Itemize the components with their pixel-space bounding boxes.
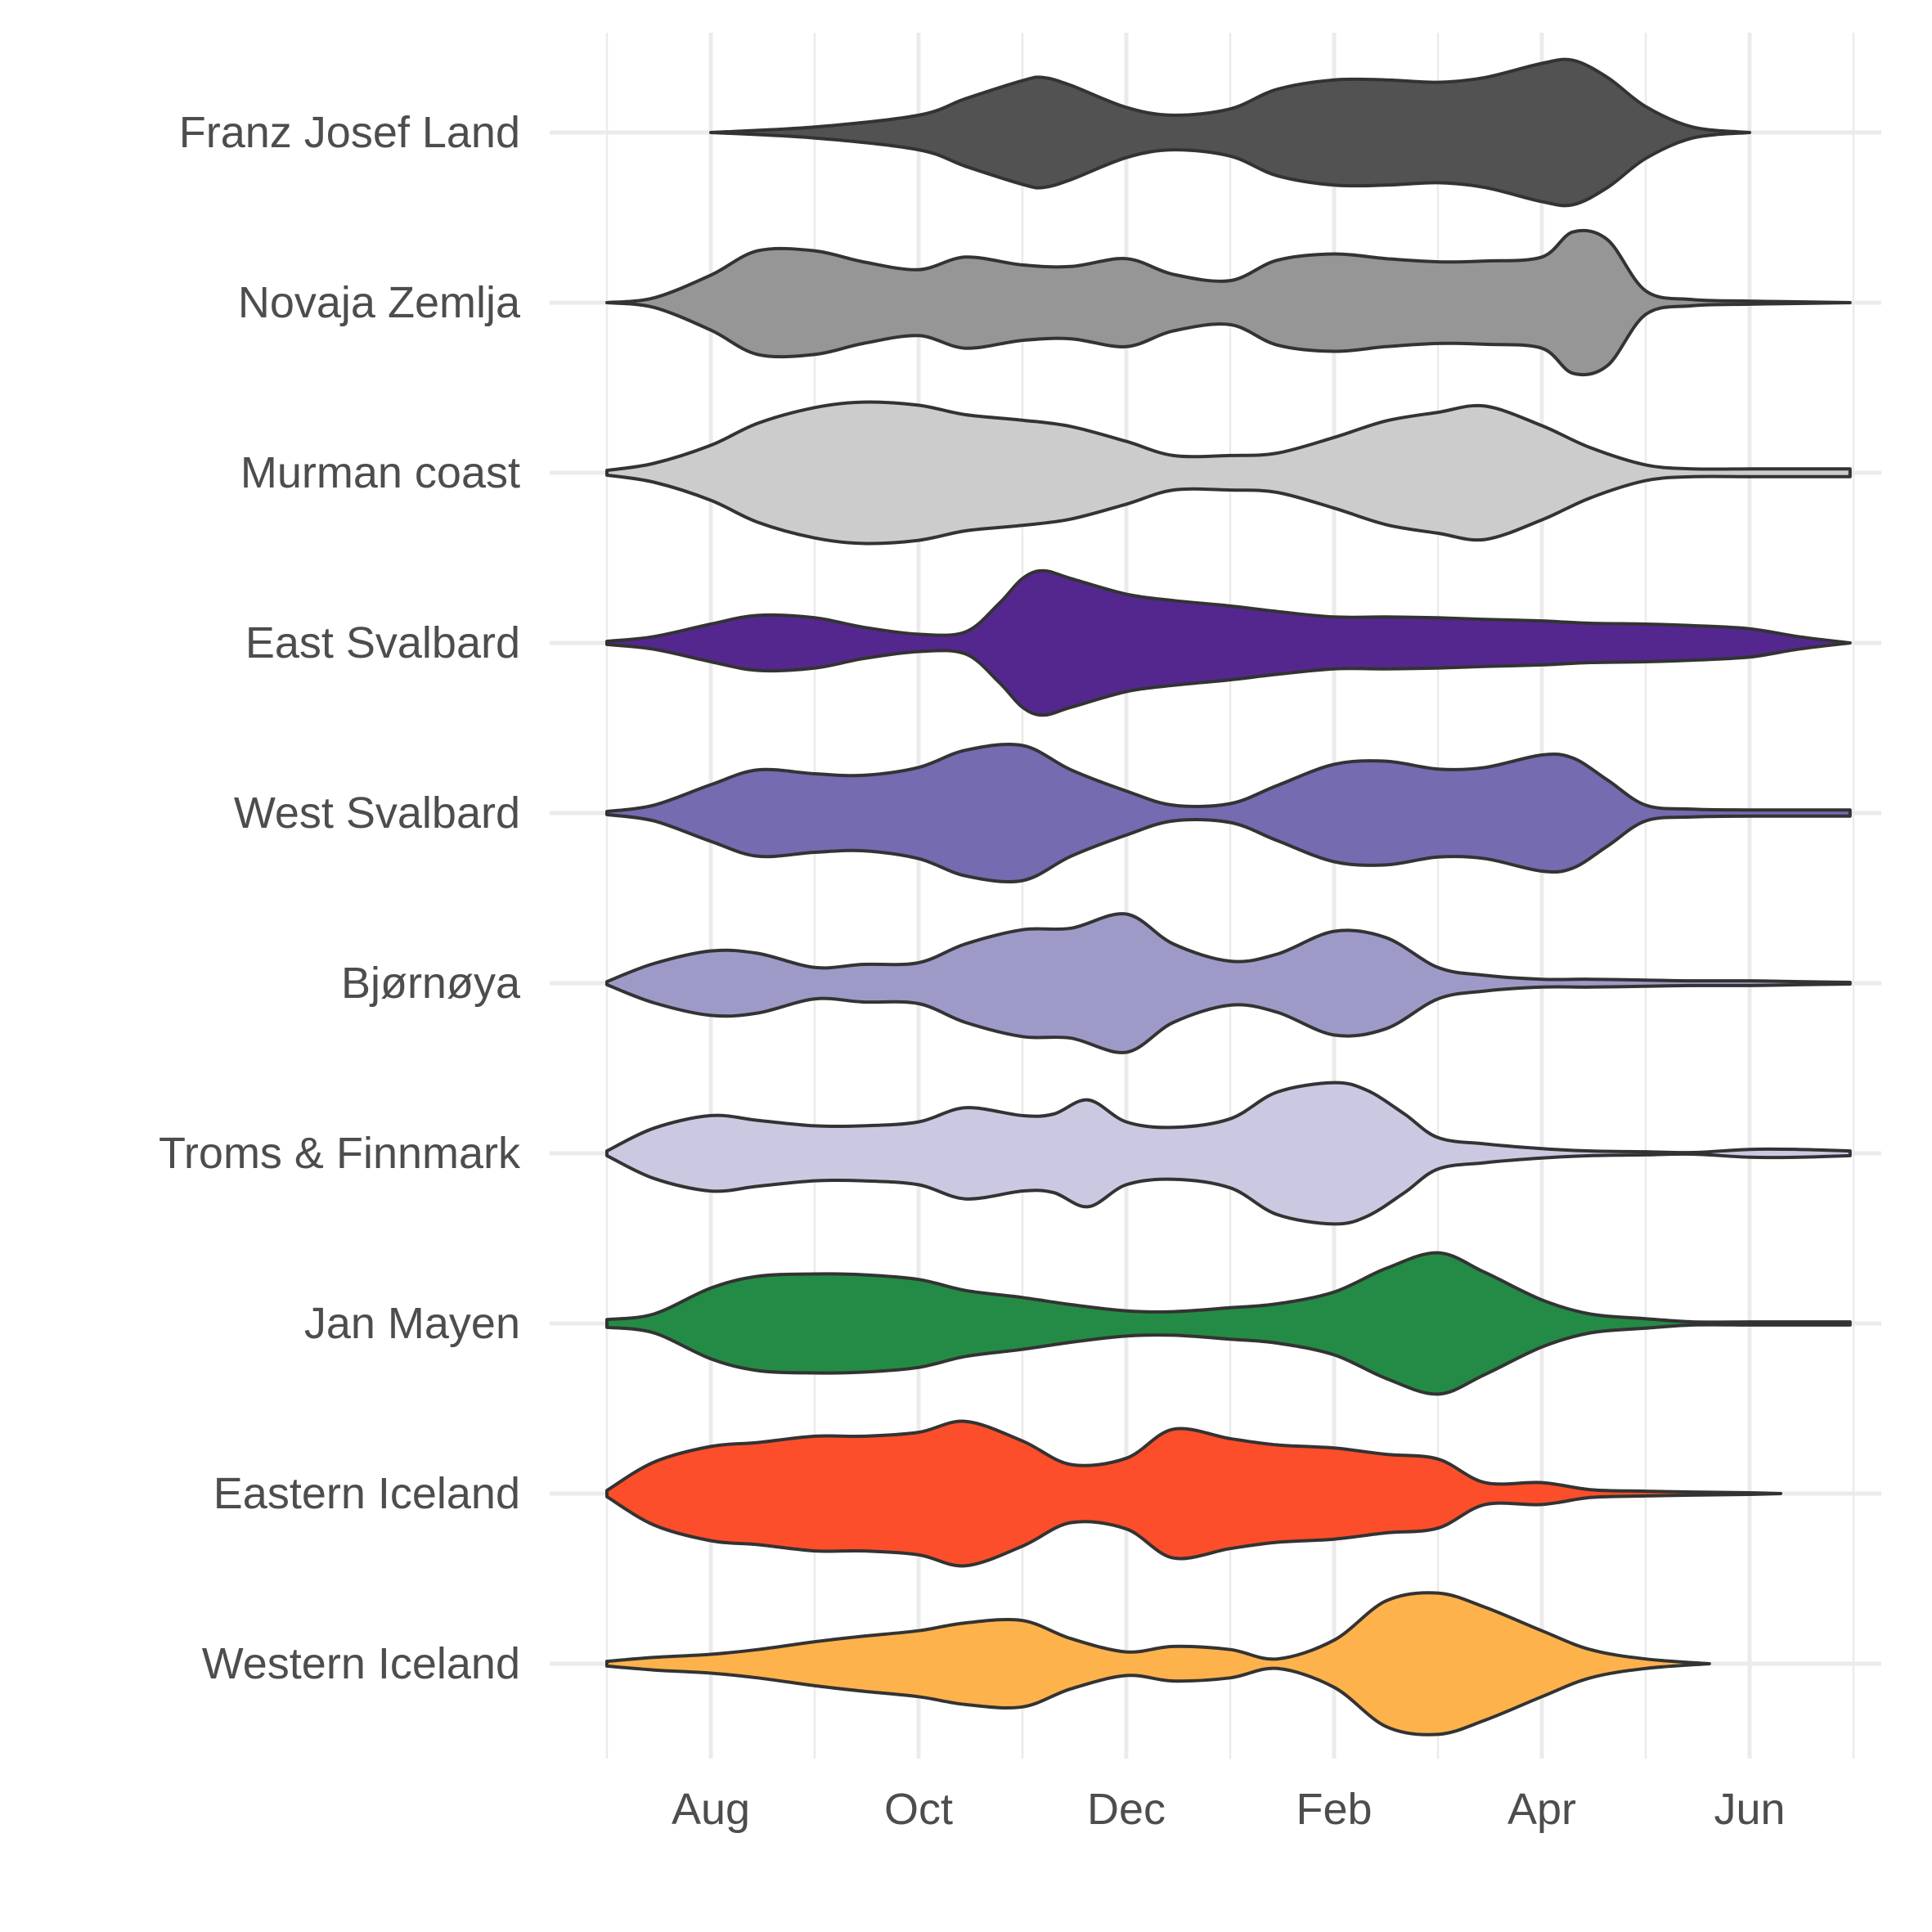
violin-franz-josef-land	[709, 57, 1751, 208]
y-tick-label: East Svalbard	[245, 618, 520, 667]
x-tick-label: Dec	[1087, 1785, 1166, 1834]
violins	[605, 57, 1852, 1737]
x-tick-label: Aug	[672, 1785, 750, 1834]
violin-east-svalbard	[605, 568, 1852, 717]
violin-eastern-iceland	[605, 1419, 1783, 1568]
violin-jan-mayen	[605, 1251, 1852, 1396]
violin-western-iceland	[605, 1591, 1711, 1737]
y-tick-label: West Svalbard	[234, 789, 520, 838]
violin-west-svalbard	[605, 743, 1852, 883]
y-tick-label: Western Iceland	[202, 1639, 520, 1688]
x-tick-label: Feb	[1296, 1785, 1372, 1834]
violin-troms-finnmark	[605, 1081, 1852, 1226]
y-tick-label: Murman coast	[240, 448, 520, 497]
x-tick-label: Oct	[884, 1785, 953, 1834]
violin-murman-coast	[605, 400, 1852, 546]
y-tick-label: Troms & Finnmark	[159, 1129, 521, 1178]
violin-novaja-zemlja	[605, 228, 1852, 377]
y-tick-label: Bjørnøya	[341, 959, 521, 1008]
y-tick-label: Eastern Iceland	[213, 1469, 520, 1518]
y-tick-label: Jan Mayen	[304, 1299, 520, 1348]
y-tick-label: Franz Josef Land	[179, 108, 520, 157]
y-tick-label: Novaja Zemlja	[238, 278, 521, 327]
x-tick-label: Apr	[1507, 1785, 1576, 1834]
violin-bj-rn-ya	[605, 912, 1852, 1054]
x-axis-labels: Aug Oct Dec Feb Apr Jun	[672, 1785, 1786, 1834]
y-axis-labels: Franz Josef Land Novaja Zemlja Murman coas…	[159, 108, 521, 1688]
x-tick-label: Jun	[1714, 1785, 1785, 1834]
